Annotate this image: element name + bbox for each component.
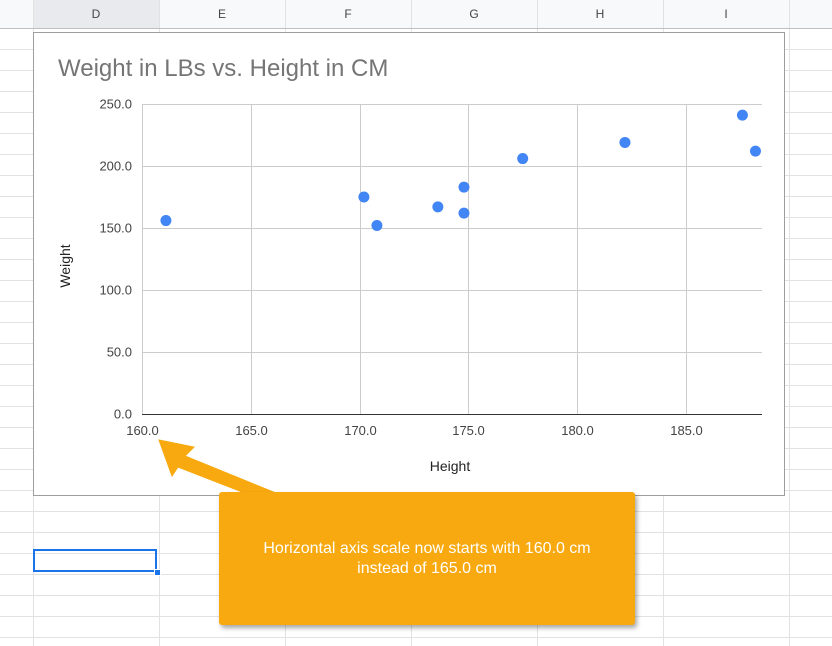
y-tick-label: 100.0 (99, 283, 132, 298)
x-tick-label: 160.0 (126, 423, 159, 438)
callout-text: Horizontal axis scale now starts with 16… (263, 539, 591, 577)
x-tick-label: 170.0 (344, 423, 377, 438)
column-header-d[interactable]: D (91, 7, 101, 21)
data-point[interactable] (458, 181, 470, 193)
data-point[interactable] (432, 201, 444, 213)
data-point[interactable] (358, 191, 370, 203)
chart-title: Weight in LBs vs. Height in CM (58, 55, 389, 82)
callout-box: Horizontal axis scale now starts with 16… (219, 492, 635, 625)
y-tick-label: 200.0 (99, 159, 132, 174)
y-tick-label: 150.0 (99, 221, 132, 236)
x-axis-title: Height (430, 458, 471, 474)
fill-handle[interactable] (154, 569, 161, 576)
scatter-chart[interactable]: Weight in LBs vs. Height in CM 0.0 50.0 10… (33, 32, 785, 496)
x-tick-label: 175.0 (452, 423, 485, 438)
x-tick-label: 185.0 (670, 423, 703, 438)
data-point[interactable] (371, 220, 383, 232)
x-tick-label: 180.0 (561, 423, 594, 438)
y-tick-label: 0.0 (114, 407, 132, 422)
column-header-g[interactable]: G (469, 7, 479, 21)
chart-plot-area: 0.0 50.0 100.0 150.0 200.0 250.0 160.0 165.0 170… (57, 97, 762, 474)
selected-cell[interactable] (33, 549, 157, 572)
data-point[interactable] (749, 145, 761, 157)
data-point[interactable] (458, 207, 470, 219)
data-point[interactable] (160, 215, 172, 227)
x-tick-label: 165.0 (235, 423, 268, 438)
column-header-h[interactable]: H (595, 7, 605, 21)
data-point[interactable] (619, 136, 631, 148)
column-header-f[interactable]: F (344, 7, 352, 21)
y-tick-label: 50.0 (107, 345, 132, 360)
column-header-e[interactable]: E (217, 7, 226, 21)
column-header-i[interactable]: I (724, 7, 728, 21)
y-tick-label: 250.0 (99, 97, 132, 112)
y-axis-title: Weight (57, 244, 73, 287)
data-point[interactable] (517, 153, 529, 165)
data-point[interactable] (736, 109, 748, 121)
